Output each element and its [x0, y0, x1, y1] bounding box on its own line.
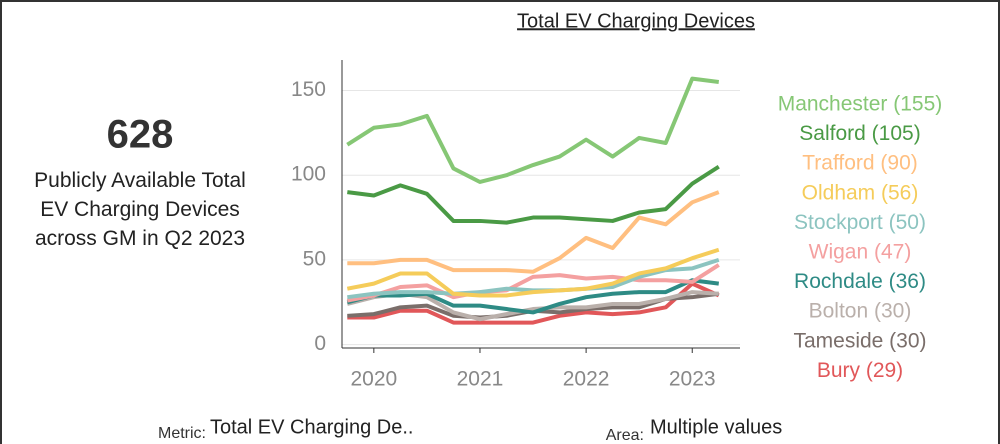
- legend-label: Trafford (90): [802, 152, 918, 175]
- legend-label: Bolton (30): [809, 300, 912, 323]
- x-tick-label: 2022: [563, 368, 610, 391]
- x-tick-label: 2021: [457, 368, 504, 391]
- y-tick-label: 100: [291, 163, 326, 186]
- legend-label: Bury (29): [817, 359, 903, 382]
- kpi-description: Publicly Available Total EV Charging Dev…: [34, 169, 246, 250]
- y-tick-label: 150: [291, 78, 326, 101]
- legend-label: Rochdale (36): [794, 270, 926, 293]
- series-line: [346, 263, 720, 303]
- series-line: [347, 281, 720, 325]
- series-line: [346, 76, 720, 184]
- filter-label: Area:: [606, 427, 644, 444]
- series-line: [346, 247, 720, 298]
- legend-label: Stockport (50): [794, 211, 926, 234]
- series-line: [347, 190, 720, 274]
- legend-label: Wigan (47): [809, 241, 912, 264]
- legend-label: Oldham (56): [802, 181, 919, 204]
- series-line: [346, 278, 720, 315]
- y-tick-label: 0: [314, 332, 326, 355]
- filter-label: Metric:: [158, 425, 206, 442]
- kpi-value: 628: [107, 113, 174, 157]
- legend-label: Tameside (30): [793, 329, 926, 352]
- filter-value[interactable]: Total EV Charging De..: [210, 416, 413, 438]
- filter-value[interactable]: Multiple values: [650, 416, 782, 438]
- x-tick-label: 2020: [350, 368, 397, 391]
- series-line: [347, 165, 720, 225]
- legend-label: Salford (105): [799, 122, 920, 145]
- x-tick-label: 2023: [669, 368, 716, 391]
- legend-label: Manchester (155): [778, 93, 943, 116]
- chart-title: Total EV Charging Devices: [517, 10, 755, 32]
- y-tick-label: 50: [303, 247, 326, 270]
